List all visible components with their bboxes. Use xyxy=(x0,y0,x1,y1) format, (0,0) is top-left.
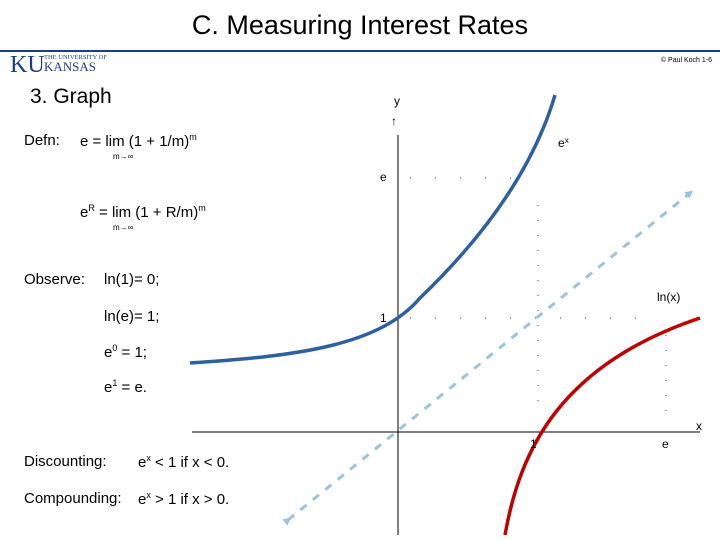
e1-exponent: 1 xyxy=(112,378,118,388)
title-rule xyxy=(0,50,720,52)
log-curve-label: ln(x) xyxy=(657,290,680,304)
y-axis-arrow: ↑ xyxy=(391,114,397,128)
ku-line1: THE UNIVERSITY OF xyxy=(44,54,107,61)
e1-rest: = e. xyxy=(117,379,147,396)
observe-lne: ln(e)= 1; xyxy=(104,308,160,325)
exp-label-exponent: x xyxy=(565,136,569,145)
ku-logo-mark: KU THE UNIVERSITY OF KANSAS xyxy=(10,52,107,78)
comp-exponent: x xyxy=(146,490,151,500)
discounting-rule: ex < 1 if x < 0. xyxy=(138,453,229,471)
ku-initials: KU xyxy=(10,52,45,76)
x-axis-label: x xyxy=(696,419,702,433)
slide-title: C. Measuring Interest Rates xyxy=(191,10,529,40)
eR-base: e xyxy=(80,204,89,221)
ku-logo: KU THE UNIVERSITY OF KANSAS xyxy=(10,50,110,81)
disc-base: e xyxy=(138,454,147,471)
comp-rest: > 1 if x > 0. xyxy=(150,491,230,508)
e1-base: e xyxy=(104,379,113,396)
observe-ln1: ln(1)= 0; xyxy=(104,271,160,288)
ku-line2: KANSAS xyxy=(44,59,96,74)
defn-formula: e = lim (1 + 1/m)m xyxy=(80,132,197,150)
eR-limit-sub: m→∞ xyxy=(113,223,134,232)
section-heading: 3. Graph xyxy=(30,85,112,108)
eR-exponent: R xyxy=(88,203,95,213)
observe-e1: e1 = e. xyxy=(104,378,147,396)
observe-label: Observe: xyxy=(24,271,85,288)
y-tick-e: e xyxy=(380,170,387,184)
exp-label-base: e xyxy=(558,136,565,150)
e0-exponent: 0 xyxy=(112,343,118,353)
copyright: © Paul Koch 1-6 xyxy=(660,57,712,64)
defn-label: Defn: xyxy=(24,132,60,149)
e0-rest: = 1; xyxy=(117,344,147,361)
exponential-curve xyxy=(189,94,557,365)
exp-curve-label: ex xyxy=(558,136,569,150)
discounting-label: Discounting: xyxy=(24,453,107,470)
eR-formula-text: = lim (1 + R/m) xyxy=(94,204,199,221)
y-tick-1: 1 xyxy=(380,311,387,325)
defn-formula-text: e = lim (1 + 1/m) xyxy=(80,133,190,150)
defn-exponent: m xyxy=(189,132,197,142)
eR-formula: eR = lim (1 + R/m)m xyxy=(80,203,206,221)
e0-base: e xyxy=(104,344,113,361)
x-tick-e: e xyxy=(662,437,669,451)
eR-formula-exponent: m xyxy=(198,203,206,213)
identity-diagonal xyxy=(282,190,694,526)
comp-base: e xyxy=(138,491,147,508)
defn-limit-sub: m→∞ xyxy=(113,152,134,161)
y-axis-label: y xyxy=(394,94,400,108)
disc-rest: < 1 if x < 0. xyxy=(150,454,230,471)
log-curve xyxy=(503,316,701,536)
compounding-label: Compounding: xyxy=(24,490,122,507)
disc-exponent: x xyxy=(146,453,151,463)
x-tick-1: 1 xyxy=(530,437,537,451)
observe-e0: e0 = 1; xyxy=(104,343,147,361)
compounding-rule: ex > 1 if x > 0. xyxy=(138,490,229,508)
